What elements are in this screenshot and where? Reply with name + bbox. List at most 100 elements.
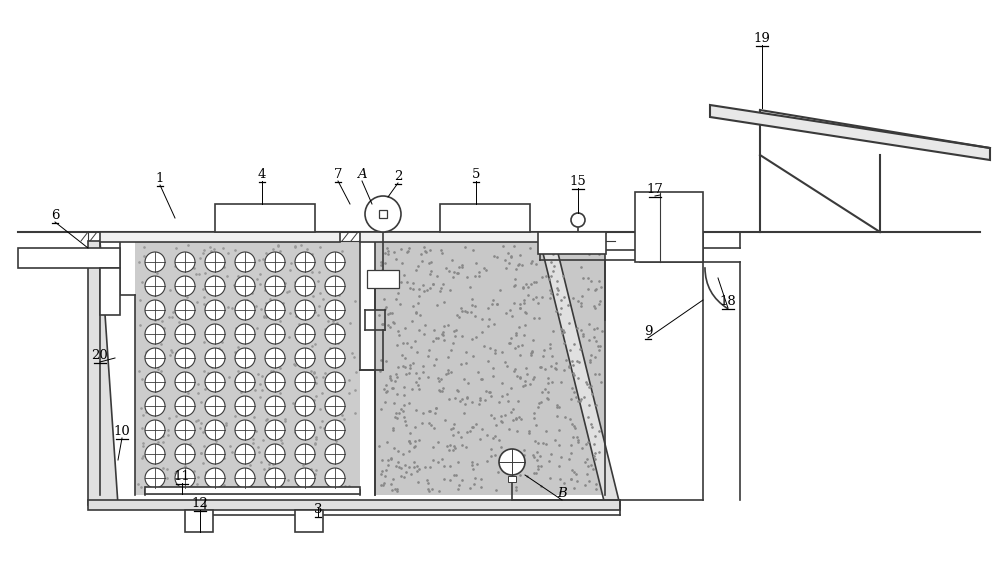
Bar — [538, 232, 606, 254]
Text: 1: 1 — [156, 172, 164, 185]
Circle shape — [145, 348, 165, 368]
Circle shape — [145, 276, 165, 296]
Circle shape — [205, 300, 225, 320]
Circle shape — [325, 372, 345, 392]
Circle shape — [325, 348, 345, 368]
Text: 15: 15 — [570, 175, 586, 188]
Text: 11: 11 — [174, 470, 190, 483]
Bar — [635, 192, 703, 262]
Circle shape — [295, 420, 315, 440]
Text: 20: 20 — [92, 349, 108, 362]
Bar — [360, 232, 540, 242]
Circle shape — [295, 252, 315, 272]
Bar — [379, 210, 387, 218]
Circle shape — [175, 396, 195, 416]
Circle shape — [265, 444, 285, 464]
Text: 4: 4 — [258, 168, 266, 181]
Circle shape — [145, 444, 165, 464]
Circle shape — [205, 444, 225, 464]
Circle shape — [265, 252, 285, 272]
Text: 3: 3 — [314, 503, 322, 516]
Circle shape — [205, 348, 225, 368]
Circle shape — [265, 324, 285, 344]
Circle shape — [235, 420, 255, 440]
Polygon shape — [100, 268, 120, 315]
Circle shape — [205, 252, 225, 272]
Circle shape — [145, 252, 165, 272]
Circle shape — [325, 396, 345, 416]
Circle shape — [235, 324, 255, 344]
Polygon shape — [88, 500, 620, 510]
Circle shape — [295, 276, 315, 296]
Circle shape — [235, 372, 255, 392]
Circle shape — [205, 276, 225, 296]
Circle shape — [571, 213, 585, 227]
Polygon shape — [710, 105, 990, 160]
Text: 9: 9 — [644, 325, 652, 338]
Circle shape — [265, 276, 285, 296]
Circle shape — [235, 468, 255, 488]
Text: B: B — [557, 487, 567, 500]
Circle shape — [175, 300, 195, 320]
Circle shape — [205, 420, 225, 440]
Circle shape — [265, 300, 285, 320]
Circle shape — [205, 372, 225, 392]
Polygon shape — [135, 241, 360, 495]
Circle shape — [499, 449, 525, 475]
Text: 10: 10 — [114, 425, 130, 438]
Bar — [100, 232, 340, 242]
Circle shape — [235, 252, 255, 272]
Circle shape — [235, 396, 255, 416]
Circle shape — [325, 468, 345, 488]
Circle shape — [145, 300, 165, 320]
Circle shape — [325, 444, 345, 464]
Circle shape — [325, 300, 345, 320]
Circle shape — [205, 324, 225, 344]
Bar — [145, 487, 360, 494]
Circle shape — [175, 444, 195, 464]
Circle shape — [235, 444, 255, 464]
Circle shape — [325, 324, 345, 344]
Polygon shape — [88, 241, 118, 505]
Circle shape — [295, 468, 315, 488]
Circle shape — [175, 324, 195, 344]
Circle shape — [325, 276, 345, 296]
Text: A: A — [357, 168, 367, 181]
Circle shape — [145, 468, 165, 488]
Circle shape — [265, 396, 285, 416]
Circle shape — [265, 468, 285, 488]
Text: 2: 2 — [394, 170, 402, 183]
Circle shape — [145, 396, 165, 416]
Circle shape — [295, 372, 315, 392]
Circle shape — [235, 276, 255, 296]
Circle shape — [205, 468, 225, 488]
Circle shape — [145, 324, 165, 344]
Circle shape — [175, 252, 195, 272]
Circle shape — [175, 420, 195, 440]
Circle shape — [365, 196, 401, 232]
Circle shape — [205, 396, 225, 416]
Circle shape — [295, 348, 315, 368]
Circle shape — [265, 372, 285, 392]
Circle shape — [265, 420, 285, 440]
Polygon shape — [375, 241, 605, 495]
Text: 17: 17 — [647, 183, 663, 196]
Circle shape — [295, 396, 315, 416]
Circle shape — [325, 420, 345, 440]
Circle shape — [175, 348, 195, 368]
Polygon shape — [540, 241, 620, 505]
Circle shape — [295, 444, 315, 464]
Text: 12: 12 — [192, 497, 208, 510]
Bar — [367, 270, 399, 288]
Circle shape — [295, 300, 315, 320]
Circle shape — [145, 372, 165, 392]
Circle shape — [295, 324, 315, 344]
Bar — [215, 204, 315, 232]
Text: 19: 19 — [754, 32, 770, 45]
Polygon shape — [18, 248, 120, 268]
Circle shape — [175, 276, 195, 296]
Bar — [185, 510, 213, 532]
Text: 6: 6 — [51, 209, 59, 222]
Circle shape — [325, 252, 345, 272]
Circle shape — [235, 300, 255, 320]
